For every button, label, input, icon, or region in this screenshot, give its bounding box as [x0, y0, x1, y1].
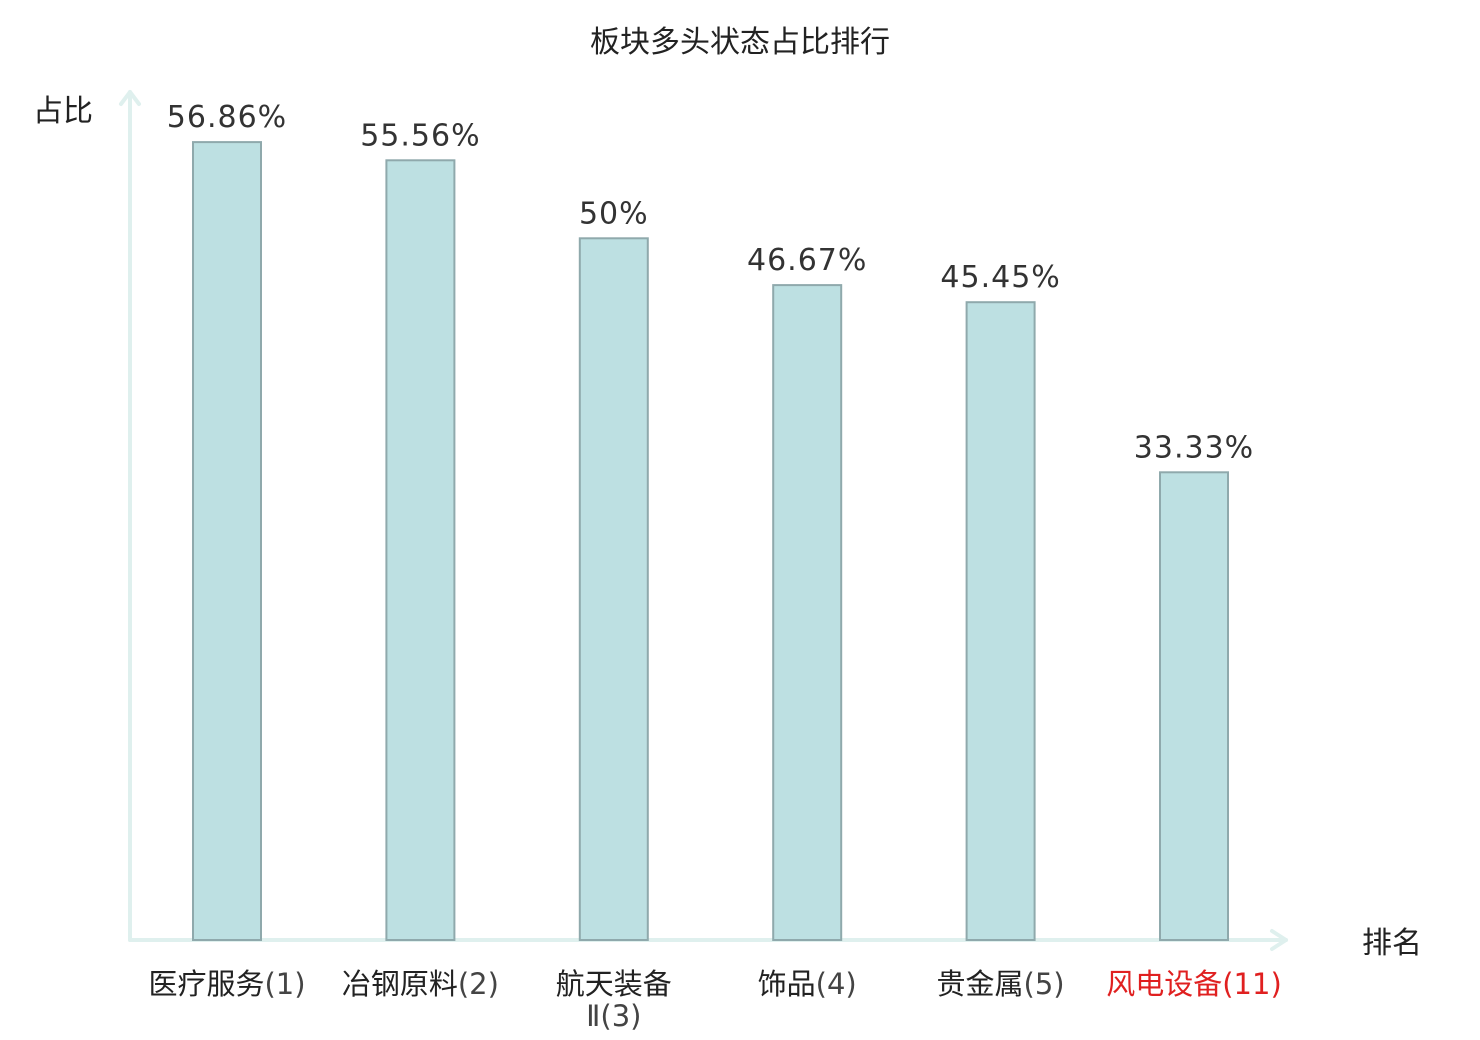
- y-axis-label: 占比: [33, 94, 93, 129]
- bar-5: [965, 301, 1036, 941]
- value-label-3: 50%: [579, 196, 649, 231]
- value-label-2: 55.56%: [360, 118, 480, 153]
- bar-2: [385, 159, 456, 942]
- bar-1: [192, 141, 262, 942]
- x-axis-arrow-icon: [1270, 929, 1288, 951]
- category-label-2: 冶钢原料(2): [342, 967, 499, 1001]
- value-label-1: 56.86%: [167, 100, 287, 135]
- category-label-6: 风电设备(11): [1106, 967, 1282, 1001]
- bar-3: [578, 237, 649, 942]
- bar-4: [772, 284, 843, 942]
- category-label-4: 饰品(4): [758, 967, 857, 1001]
- category-labels-group: 医疗服务(1) 冶钢原料(2) 航天装备 Ⅱ(3) 饰品(4) 贵金属(5) 风电设备(11…: [148, 967, 1281, 1033]
- bar-6: [1159, 471, 1229, 941]
- value-label-6: 33.33%: [1134, 430, 1254, 465]
- value-labels-group: 56.86% 55.56% 50% 46.67% 45.45% 33.33%: [167, 100, 1254, 465]
- y-axis-arrow-icon: [119, 90, 141, 106]
- value-label-5: 45.45%: [940, 260, 1060, 295]
- chart-title: 板块多头状态占比排行: [590, 25, 890, 60]
- category-label-1: 医疗服务(1): [148, 967, 305, 1001]
- x-axis-label: 排名: [1362, 926, 1422, 961]
- category-label-3: 航天装备 Ⅱ(3): [556, 967, 672, 1033]
- bars-group: [192, 141, 1229, 942]
- value-label-4: 46.67%: [747, 243, 867, 278]
- category-label-5: 贵金属(5): [937, 967, 1065, 1001]
